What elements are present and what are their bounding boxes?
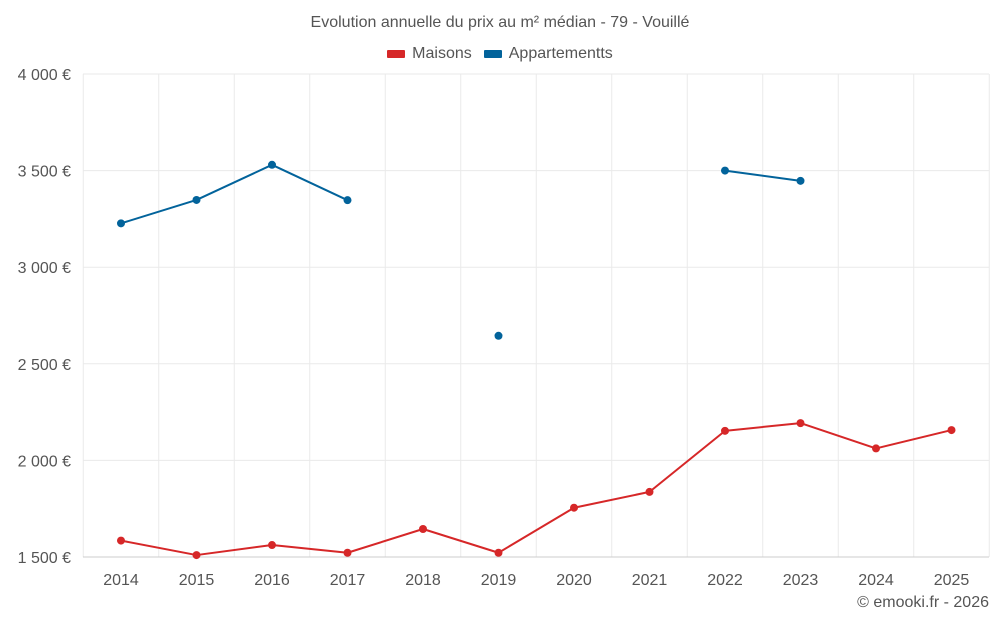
series-line-appartementts <box>724 169 801 182</box>
y-tick-label: 4 000 € <box>18 67 71 84</box>
legend-swatch-appartements <box>483 50 502 58</box>
data-point-maisons-2015[interactable] <box>192 551 201 560</box>
data-point-maisons-2020[interactable] <box>570 503 578 512</box>
y-tick-label: 3 500 € <box>18 164 71 181</box>
x-tick-label: 2022 <box>707 572 743 589</box>
data-point-maisons-2025[interactable] <box>947 426 956 435</box>
series-line-maisons <box>120 422 952 557</box>
data-point-maisons-2021[interactable] <box>645 487 654 496</box>
axes: 1 500 € 2 000 € 2 500 € 3 000 € 3 500 € 4 000… <box>18 67 970 589</box>
x-tick-label: 2021 <box>632 572 668 589</box>
data-point-appartementts-2022[interactable] <box>721 166 729 175</box>
data-point-maisons-2019[interactable] <box>494 548 503 557</box>
data-point-appartementts-2017[interactable] <box>343 196 352 205</box>
data-point-appartementts-2023[interactable] <box>796 176 805 185</box>
legend: Maisons Appartementts <box>0 45 1000 63</box>
series <box>117 160 956 560</box>
x-tick-label: 2014 <box>103 572 139 589</box>
x-tick-label: 2015 <box>179 572 215 589</box>
legend-label-appartements: Appartementts <box>508 45 613 62</box>
chart-title: Evolution annuelle du prix au m² médian … <box>310 14 690 31</box>
data-point-appartementts-2015[interactable] <box>192 195 201 204</box>
y-tick-label: 3 000 € <box>18 260 71 277</box>
data-point-maisons-2016[interactable] <box>268 541 276 550</box>
data-point-maisons-2018[interactable] <box>419 524 427 533</box>
legend-item-maisons[interactable]: Maisons <box>387 45 472 63</box>
data-point-maisons-2024[interactable] <box>872 444 880 453</box>
data-point-maisons-2023[interactable] <box>796 419 805 428</box>
x-tick-label: 2019 <box>481 572 517 589</box>
legend-swatch-maisons <box>387 50 406 58</box>
data-point-appartementts-2019[interactable] <box>494 331 503 340</box>
x-tick-label: 2023 <box>783 572 819 589</box>
x-tick-label: 2025 <box>934 572 970 589</box>
y-tick-label: 2 000 € <box>18 453 71 470</box>
grid <box>82 73 990 558</box>
data-point-maisons-2017[interactable] <box>343 548 352 557</box>
x-tick-label: 2017 <box>330 572 366 589</box>
data-point-maisons-2014[interactable] <box>117 536 125 545</box>
x-tick-label: 2020 <box>556 572 592 589</box>
y-tick-label: 1 500 € <box>18 550 71 567</box>
x-tick-label: 2016 <box>254 572 290 589</box>
x-tick-label: 2018 <box>405 572 441 589</box>
copyright-credit: © emooki.fr - 2026 <box>857 594 989 611</box>
legend-label-maisons: Maisons <box>412 45 472 62</box>
data-point-maisons-2022[interactable] <box>721 426 729 435</box>
x-tick-label: 2024 <box>858 572 894 589</box>
series-line-appartementts <box>120 163 348 225</box>
y-tick-label: 2 500 € <box>18 357 71 374</box>
legend-item-appartements[interactable]: Appartementts <box>483 45 613 63</box>
data-point-appartementts-2016[interactable] <box>268 160 276 169</box>
data-point-appartementts-2014[interactable] <box>117 219 125 228</box>
